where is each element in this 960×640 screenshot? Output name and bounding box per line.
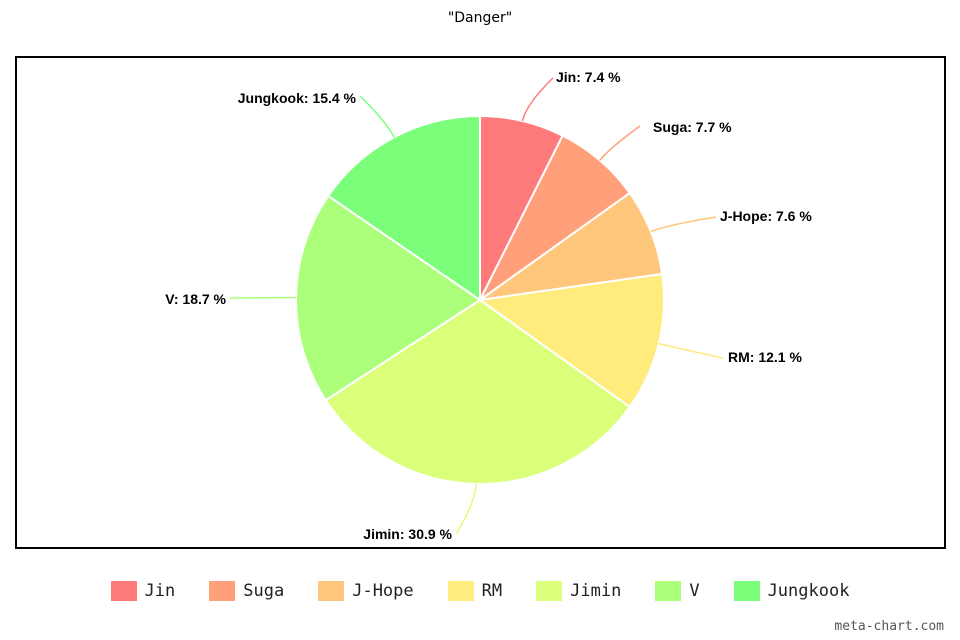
leader-line-jin (521, 77, 554, 122)
pie-slice-rm[interactable] (477, 272, 665, 409)
legend-swatch (209, 581, 236, 601)
legend-item-rm[interactable]: RM (447, 581, 503, 601)
legend-swatch (318, 581, 345, 601)
data-label-suga: Suga: 7.7 % (653, 119, 732, 135)
legend-item-jimin[interactable]: Jimin (536, 581, 621, 601)
legend-label: Suga (243, 581, 285, 601)
legend-label: Jungkook (767, 581, 850, 601)
watermark: meta-chart.com (834, 619, 944, 634)
chart-title: "Danger" (447, 10, 513, 26)
leader-line-suga (599, 125, 641, 161)
legend-swatch (447, 581, 474, 601)
legend-swatch (536, 581, 563, 601)
legend-label: V (689, 581, 700, 601)
legend-label: Jin (144, 581, 176, 601)
leader-line-jimin (455, 483, 477, 535)
legend-item-j-hope[interactable]: J-Hope (318, 581, 414, 601)
data-label-v: V: 18.7 % (165, 291, 226, 307)
pie-slice-v[interactable] (295, 194, 482, 402)
legend-label: J-Hope (352, 581, 414, 601)
leader-line-j-hope (650, 216, 717, 233)
legend: Jin Suga J-Hope RM Jimin V Jungkook (0, 576, 960, 606)
data-label-j-hope: J-Hope: 7.6 % (720, 208, 812, 224)
legend-swatch (110, 581, 137, 601)
data-label-jungkook: Jungkook: 15.4 % (238, 90, 357, 106)
plot-area (15, 56, 946, 549)
data-label-jin: Jin: 7.4 % (556, 69, 621, 85)
leader-line-rm (658, 342, 724, 359)
legend-item-jin[interactable]: Jin (110, 581, 176, 601)
legend-swatch (655, 581, 682, 601)
pie-slice-jungkook[interactable] (326, 114, 481, 302)
legend-label: Jimin (570, 581, 622, 601)
leader-line-jungkook (359, 95, 395, 138)
slice-labels: Jin: 7.4 % Suga: 7.7 % J-Hope: 7.6 % RM: 12… (165, 69, 812, 542)
legend-item-suga[interactable]: Suga (209, 581, 284, 601)
legend-item-jungkook[interactable]: Jungkook (733, 581, 850, 601)
pie-slices (295, 114, 665, 485)
data-label-jimin: Jimin: 30.9 % (363, 526, 452, 542)
data-label-rm: RM: 12.1 % (728, 349, 802, 365)
legend-label: RM (481, 581, 503, 601)
legend-item-v[interactable]: V (655, 581, 700, 601)
legend-swatch (733, 581, 760, 601)
